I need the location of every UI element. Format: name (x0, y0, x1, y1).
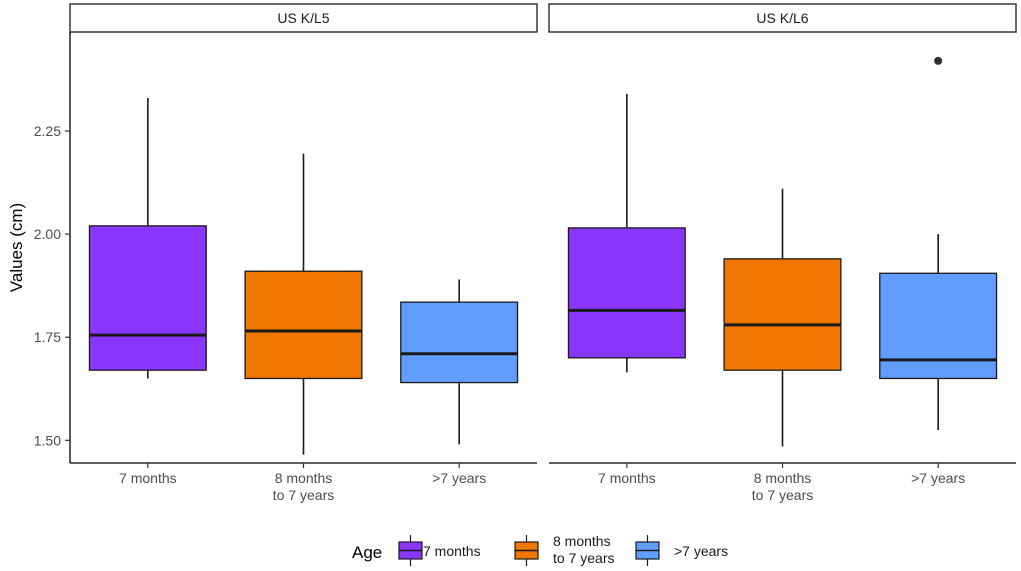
box-body (400, 301, 519, 384)
y-tick-label: 2.00 (34, 226, 61, 242)
box-3 (879, 56, 998, 431)
legend-label-line: >7 years (674, 543, 728, 559)
box-1 (88, 97, 207, 379)
y-tick-label: 1.50 (34, 432, 61, 448)
x-tick-label-line: to 7 years (752, 487, 813, 503)
legend-key-2 (514, 535, 539, 566)
box-3 (400, 279, 519, 445)
legend-key-1 (398, 535, 423, 566)
legend-label-line: to 7 years (553, 550, 614, 566)
y-axis: 1.50 1.75 2.00 2.25 Values (cm) (7, 123, 70, 448)
x-tick-label: >7 years (432, 470, 486, 486)
box-body (723, 258, 842, 371)
y-tick-label: 2.25 (34, 123, 61, 139)
outlier-point (934, 56, 943, 65)
box-1 (567, 93, 686, 373)
x-tick-label-line: >7 years (911, 470, 965, 486)
box-body (879, 272, 998, 380)
y-tick-label: 1.75 (34, 329, 61, 345)
box-2 (244, 153, 363, 455)
x-tick-label: 8 months to 7 years (273, 470, 334, 503)
x-tick-label-line: >7 years (432, 470, 486, 486)
x-tick-label: >7 years (911, 470, 965, 486)
facet-strip-title: US K/L5 (277, 10, 329, 26)
legend-title: Age (352, 543, 382, 562)
legend: Age 7 months 8 months to 7 years >7 years (352, 533, 728, 566)
legend-label-line: 8 months (553, 533, 611, 549)
x-tick-label: 7 months (598, 470, 656, 486)
box-body (567, 227, 686, 359)
x-tick-label-line: to 7 years (273, 487, 334, 503)
x-tick-label-line: 8 months (754, 470, 812, 486)
facet-strip (69, 3, 538, 33)
x-tick-label: 8 months to 7 years (752, 470, 813, 503)
legend-label: 8 months to 7 years (553, 533, 614, 566)
legend-label: >7 years (674, 543, 728, 559)
legend-key-3 (635, 535, 660, 566)
facet-strip (548, 3, 1017, 33)
x-tick-label-line: 7 months (598, 470, 656, 486)
facet-panels: US K/L57 months 8 months to 7 years>7 year… (69, 3, 1017, 503)
panel-2: US K/L6 7 months 8 months to 7 years >7 year… (548, 3, 1017, 503)
legend-label-line: 7 months (423, 543, 481, 559)
facet-strip-title: US K/L6 (756, 10, 808, 26)
y-axis-title: Values (cm) (7, 203, 26, 292)
x-tick-label: 7 months (119, 470, 177, 486)
box-2 (723, 188, 842, 447)
x-tick-label-line: 8 months (275, 470, 333, 486)
box-body (88, 225, 207, 371)
legend-label: 7 months (423, 543, 481, 559)
panel-1: US K/L5 7 months 8 months to 7 years >7 year… (69, 3, 538, 503)
x-tick-label-line: 7 months (119, 470, 177, 486)
box-body (244, 270, 363, 380)
